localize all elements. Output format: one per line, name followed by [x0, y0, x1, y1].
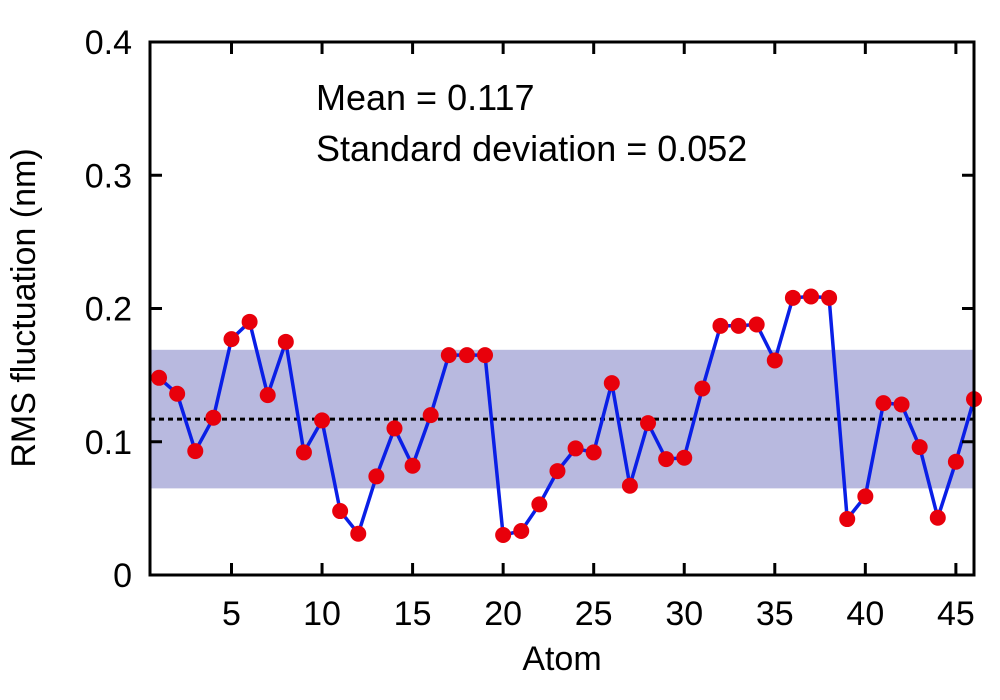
data-point-34	[748, 316, 765, 333]
annotation-std-dev: Standard deviation = 0.052	[316, 128, 747, 169]
y-tick-label-0: 0	[113, 557, 132, 595]
x-tick-label-5: 5	[222, 595, 241, 633]
data-point-10	[314, 412, 331, 429]
data-point-39	[839, 511, 856, 528]
series-line	[157, 294, 976, 537]
data-point-13	[368, 468, 385, 485]
x-tick-label-20: 20	[484, 595, 522, 633]
data-point-42	[893, 396, 910, 413]
data-point-11	[332, 503, 349, 520]
x-tick-label-30: 30	[665, 595, 703, 633]
data-point-20	[495, 527, 512, 544]
x-tick-label-35: 35	[756, 595, 794, 633]
data-point-24	[567, 440, 584, 457]
data-point-14	[386, 420, 403, 437]
x-tick-label-10: 10	[303, 595, 341, 633]
data-point-9	[295, 444, 312, 461]
y-tick-label-1: 0.1	[85, 424, 132, 462]
data-point-5	[223, 331, 240, 348]
data-point-15	[404, 457, 421, 474]
data-point-2	[169, 385, 186, 402]
data-point-30	[676, 449, 693, 466]
data-point-12	[350, 525, 367, 542]
data-point-36	[784, 289, 801, 306]
data-point-18	[458, 347, 475, 364]
data-point-25	[585, 444, 602, 461]
x-tick-label-40: 40	[846, 595, 884, 633]
data-point-38	[821, 289, 838, 306]
data-point-17	[440, 347, 457, 364]
data-point-16	[422, 407, 439, 424]
y-tick-label-2: 0.2	[85, 291, 132, 329]
x-tick-label-25: 25	[575, 595, 613, 633]
data-point-35	[766, 352, 783, 369]
data-point-19	[477, 347, 494, 364]
y-axis-title: RMS fluctuation (nm)	[5, 148, 43, 467]
data-point-29	[658, 451, 675, 468]
data-point-45	[947, 453, 964, 470]
data-point-43	[911, 439, 928, 456]
plot-frame	[148, 40, 976, 577]
ticks-layer: 5 10 15 20 25 30 35 40 45 0 0.1 0.2 0.3 0.4	[85, 24, 975, 633]
data-point-6	[241, 313, 258, 330]
data-point-3	[187, 443, 204, 460]
data-point-1	[151, 369, 168, 386]
data-point-28	[640, 415, 657, 432]
x-tick-label-15: 15	[394, 595, 432, 633]
data-point-27	[621, 477, 638, 494]
annotation-mean: Mean = 0.117	[316, 77, 535, 118]
data-point-33	[730, 317, 747, 334]
data-point-44	[929, 509, 946, 526]
y-tick-label-4: 0.4	[85, 24, 132, 62]
x-tick-label-45: 45	[937, 595, 975, 633]
data-point-41	[875, 395, 892, 412]
data-point-40	[857, 488, 874, 505]
data-point-32	[712, 317, 729, 334]
data-point-26	[603, 375, 620, 392]
data-point-8	[277, 333, 294, 350]
x-axis-title: Atom	[522, 640, 601, 678]
data-point-22	[531, 496, 548, 513]
data-point-4	[205, 409, 222, 426]
data-point-31	[694, 380, 711, 397]
plot-frame-layer	[148, 40, 976, 577]
data-point-23	[549, 463, 566, 480]
data-point-21	[513, 523, 530, 540]
data-point-7	[259, 387, 276, 404]
y-tick-label-3: 0.3	[85, 157, 132, 195]
data-point-37	[803, 288, 820, 305]
series-layer	[151, 288, 982, 544]
